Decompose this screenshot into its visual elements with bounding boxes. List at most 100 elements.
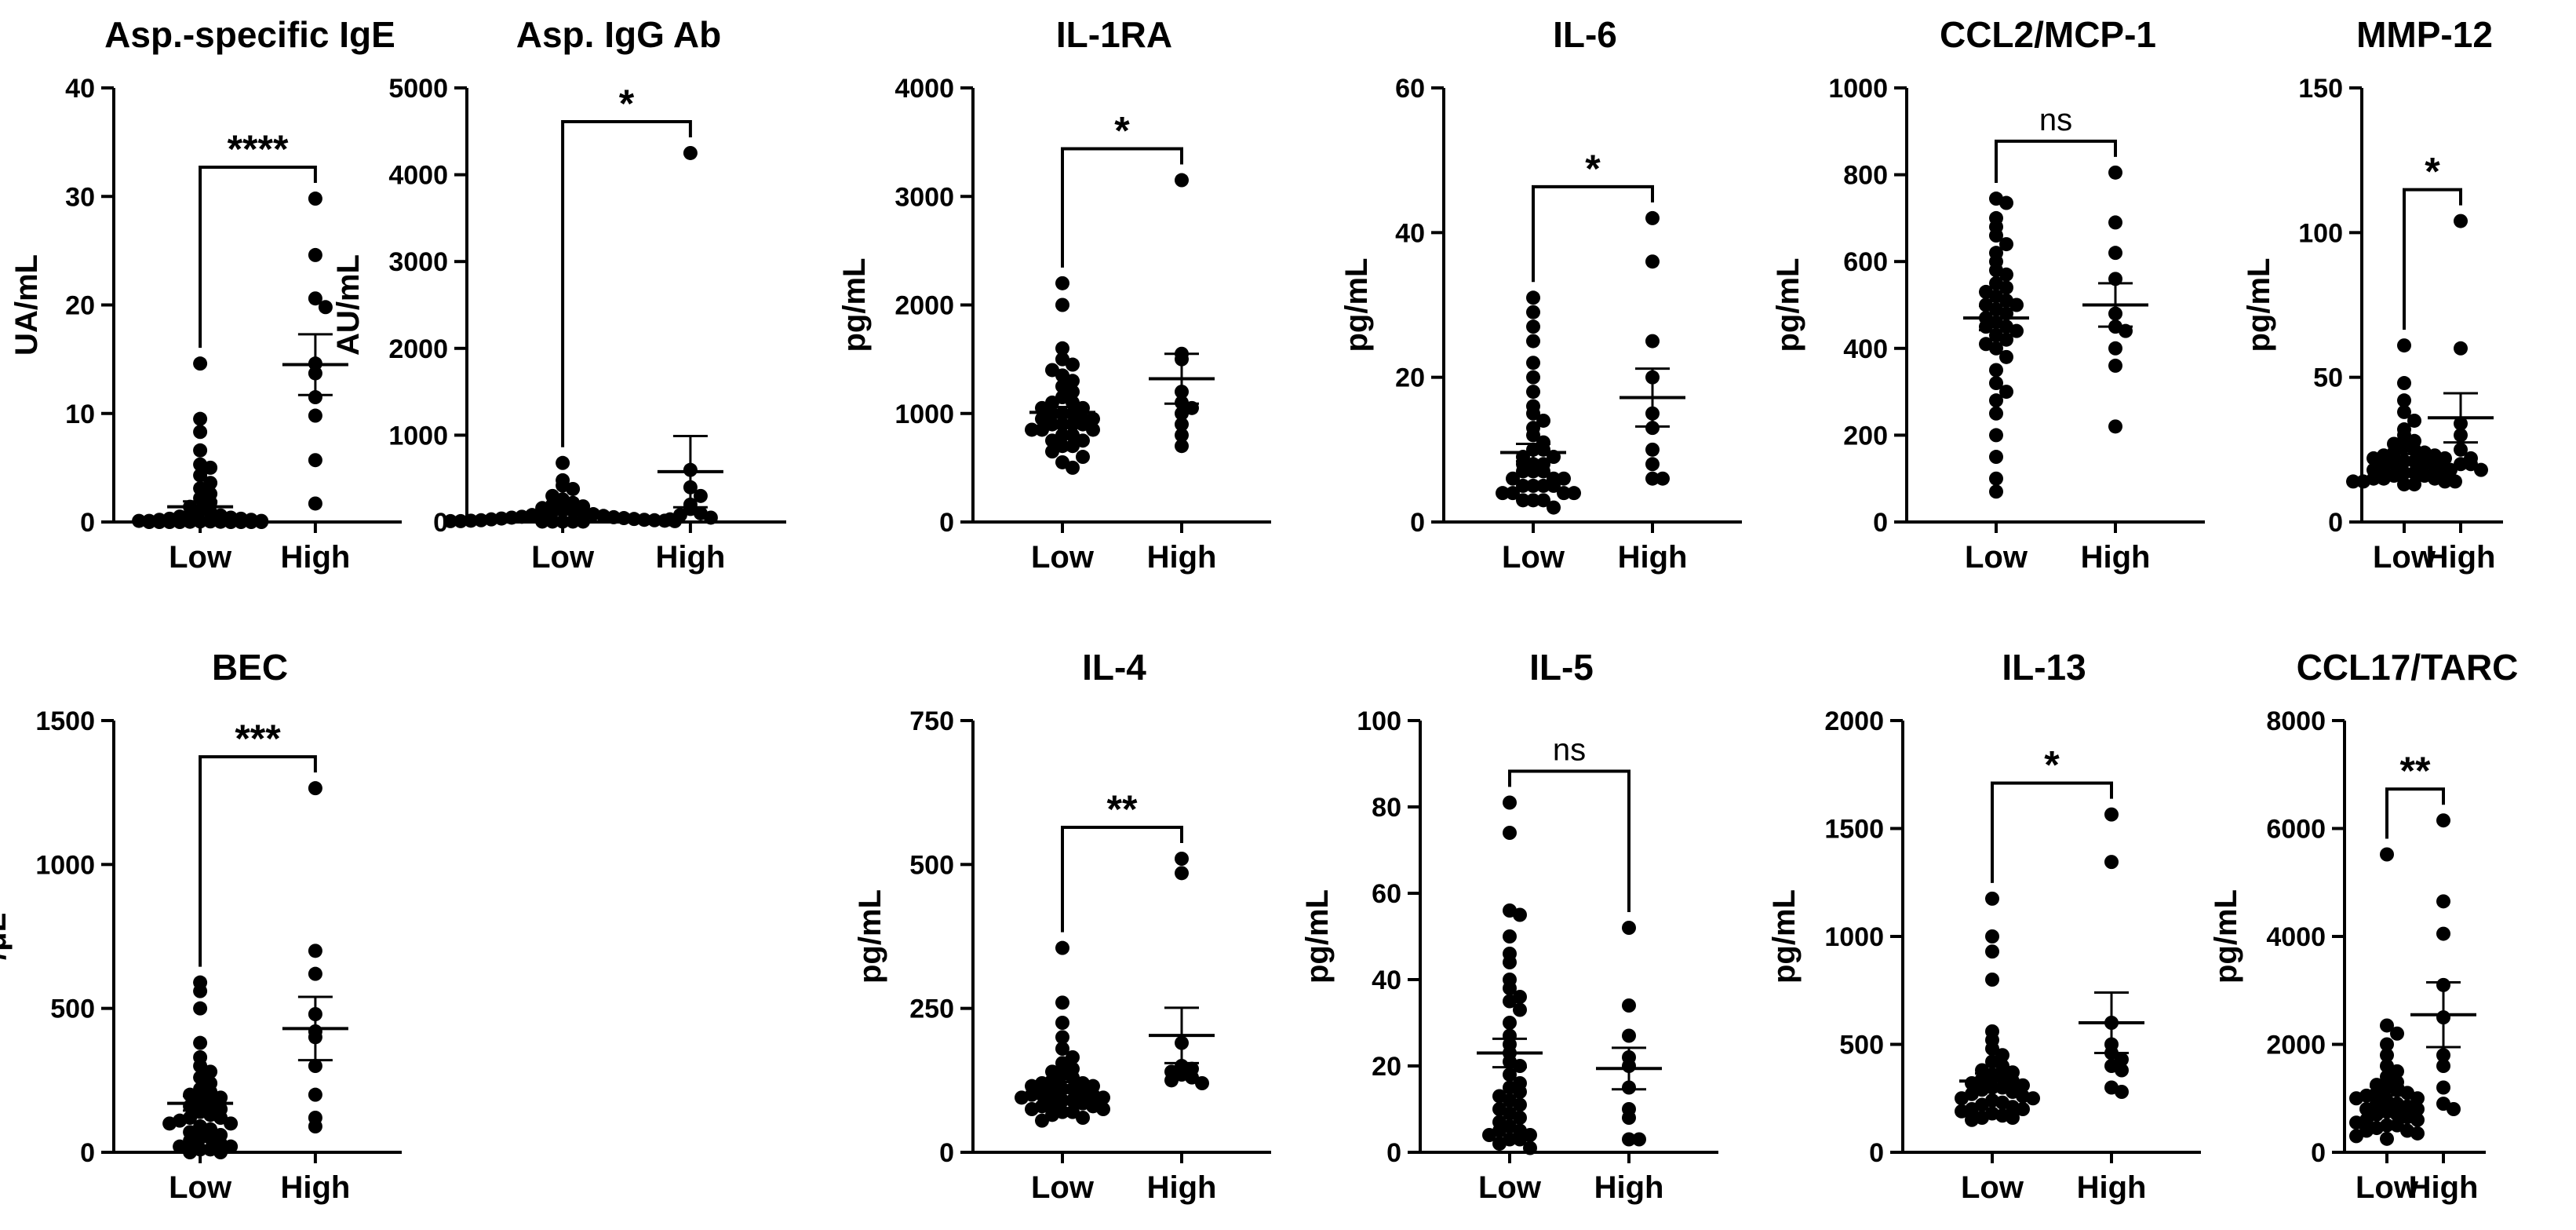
chart-panel: 0 10 20 30 40 Low High Asp.-specific IgE UA/mL **…	[9, 14, 402, 575]
data-point	[1985, 1042, 1999, 1056]
data-point	[1175, 428, 1189, 443]
x-tick-label: High	[2426, 540, 2496, 575]
data-point	[2454, 341, 2468, 356]
data-point	[1995, 1048, 2009, 1063]
data-point	[244, 515, 259, 529]
data-point	[1999, 332, 2013, 347]
significance-bracket	[1991, 781, 2113, 883]
significance-bracket	[1995, 139, 2117, 184]
x-tick-label: Low	[1961, 1170, 2024, 1205]
data-point	[193, 468, 208, 483]
y-tick-label: 20	[1372, 1052, 1401, 1082]
data-point	[693, 488, 708, 503]
data-point	[1526, 370, 1540, 385]
x-tick-label: Low	[1478, 1170, 1542, 1205]
data-point	[1645, 254, 1660, 269]
data-point	[1506, 486, 1520, 501]
data-point	[193, 984, 208, 998]
data-point	[308, 408, 322, 423]
data-point	[2115, 1063, 2129, 1078]
data-point	[1985, 944, 1999, 959]
data-point	[2380, 1037, 2394, 1052]
data-point	[1526, 305, 1540, 319]
data-point	[1547, 500, 1561, 515]
y-tick-label: 600	[1843, 247, 1888, 277]
data-point	[308, 1059, 322, 1073]
data-point	[1999, 349, 2013, 364]
data-point	[1985, 929, 1999, 943]
x-tick-label: Low	[531, 540, 595, 575]
data-point	[1513, 1111, 1527, 1125]
data-point	[1066, 439, 1080, 454]
data-point	[1055, 297, 1069, 312]
data-point	[1096, 1102, 1110, 1116]
data-point	[1513, 1085, 1527, 1099]
data-point	[2349, 1115, 2363, 1130]
x-tick-label: High	[280, 540, 350, 575]
data-point	[2410, 1112, 2425, 1127]
data-point	[308, 390, 322, 405]
data-point	[556, 455, 570, 470]
chart-panel: 0 500 1000 1500 Low High BEC/μL ***	[0, 647, 402, 1205]
data-point	[1045, 444, 1059, 459]
y-tick-label: 40	[1395, 218, 1425, 248]
panel-title: CCL2/MCP-1	[1940, 14, 2156, 55]
y-axis-label: pg/mL	[1767, 889, 1802, 984]
y-tick-label: 750	[909, 706, 954, 736]
y-axis-label: pg/mL	[837, 258, 872, 352]
data-point	[1622, 1111, 1636, 1125]
significance-label: *	[1585, 147, 1601, 191]
panel-title: IL-6	[1553, 14, 1617, 55]
y-tick-label: 3000	[894, 182, 954, 212]
data-point	[2454, 214, 2468, 228]
y-tick-label: 4000	[388, 161, 448, 191]
significance-bracket	[2385, 787, 2445, 839]
data-point	[1955, 1104, 1969, 1119]
x-tick-label: High	[1618, 540, 1688, 575]
data-point	[2108, 246, 2122, 261]
x-tick-label: High	[1147, 1170, 1217, 1205]
y-tick-label: 80	[1372, 793, 1401, 823]
data-point	[2397, 376, 2411, 391]
x-tick-label: High	[1147, 540, 1217, 575]
data-point	[1503, 994, 1517, 1009]
y-tick-label: 1000	[388, 421, 448, 451]
significance-bracket	[1061, 147, 1183, 268]
data-point	[1989, 450, 2003, 465]
data-point	[254, 515, 269, 529]
data-point	[2349, 1129, 2363, 1144]
data-point	[2380, 1131, 2394, 1146]
data-point	[193, 1001, 208, 1016]
data-point	[1645, 334, 1660, 349]
data-point	[308, 453, 322, 468]
y-tick-label: 800	[1843, 161, 1888, 191]
x-tick-label: Low	[2356, 1170, 2419, 1205]
y-axis-label: pg/mL	[2209, 889, 2243, 984]
data-point	[1055, 1042, 1069, 1056]
data-point	[1096, 1090, 1110, 1105]
data-point	[162, 515, 177, 529]
data-point	[2397, 393, 2411, 408]
significance-bracket	[199, 166, 317, 349]
data-point	[1999, 280, 2013, 295]
data-point	[2436, 894, 2450, 909]
data-point	[1513, 907, 1527, 922]
y-tick-label: 0	[80, 1138, 95, 1168]
data-point	[2108, 165, 2122, 180]
significance-bracket	[1061, 826, 1183, 933]
y-tick-label: 20	[1395, 363, 1425, 393]
significance-label: ****	[228, 127, 289, 171]
data-point	[234, 515, 249, 529]
data-point	[1536, 493, 1550, 508]
x-tick-label: Low	[1965, 540, 2028, 575]
data-point	[1622, 1132, 1636, 1147]
panel-title: Asp. IgG Ab	[516, 14, 722, 55]
data-point	[1035, 422, 1049, 437]
x-tick-label: High	[2081, 540, 2151, 575]
y-axis-label: AU/mL	[331, 254, 366, 356]
data-point	[203, 460, 218, 475]
x-tick-label: High	[655, 540, 725, 575]
data-point	[2474, 462, 2488, 477]
data-point	[703, 510, 718, 525]
